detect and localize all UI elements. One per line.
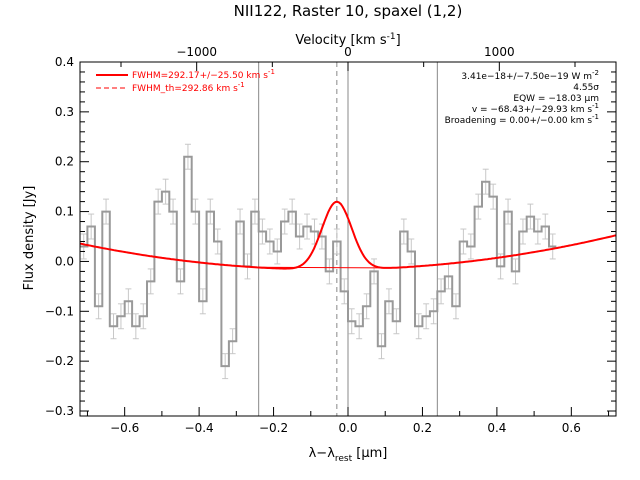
fit-local-continuum-line: [254, 266, 393, 269]
annotation-significance: 4.55σ: [573, 83, 599, 93]
x-tick-label: 0.6: [562, 421, 581, 435]
annotation-velocity: v = −68.43+/−29.93 km s-1: [472, 102, 599, 115]
x-tick-label: −0.6: [110, 421, 139, 435]
top-axis-label: Velocity [km s-1]: [295, 32, 400, 48]
y-tick-label: 0.0: [55, 254, 74, 268]
y-tick-label: 0.4: [55, 55, 74, 69]
annotation-flux: 3.41e−18+/−7.50e−19 W m-2: [461, 69, 599, 82]
x-tick-label: 0.4: [487, 421, 506, 435]
y-tick-label: 0.1: [55, 205, 74, 219]
x-axis-label: λ−λrest [μm]: [309, 446, 388, 464]
legend-entry-fwhm-th: FWHM_th=292.86 km s-1: [132, 81, 245, 94]
annotation-eqw: EQW = −18.03 μm: [513, 94, 599, 104]
y-tick-label: −0.3: [45, 404, 74, 418]
x-tick-label: 0.0: [338, 421, 357, 435]
y-axis-label: Flux density [Jy]: [22, 186, 37, 291]
error-bars: [80, 143, 556, 380]
y-tick-label: −0.1: [45, 304, 74, 318]
legend: FWHM=292.17+/−25.50 km s-1 FWHM_th=292.8…: [96, 68, 275, 94]
x-tick-label: −0.2: [259, 421, 288, 435]
y-tick-label: 0.2: [55, 155, 74, 169]
top-tick-label: 0: [344, 45, 352, 59]
chart-title: NII122, Raster 10, spaxel (1,2): [234, 2, 463, 20]
plot-frame: [79, 61, 617, 417]
y-tick-label: −0.2: [45, 354, 74, 368]
top-tick-label: −1000: [176, 45, 217, 59]
annotation-block: 3.41e−18+/−7.50e−19 W m-2 4.55σ EQW = −1…: [445, 69, 600, 126]
spectrum-series: [80, 155, 557, 368]
spectrum-line: [80, 155, 557, 368]
y-tick-label: 0.3: [55, 105, 74, 119]
x-tick-label: 0.2: [413, 421, 432, 435]
x-tick-label: −0.4: [185, 421, 214, 435]
legend-entry-fwhm: FWHM=292.17+/−25.50 km s-1: [132, 68, 275, 81]
annotation-broadening: Broadening = 0.00+/−0.00 km s-1: [445, 113, 599, 126]
fit-total-line: [79, 200, 617, 270]
reference-lines: [258, 62, 438, 416]
top-tick-label: 1000: [484, 45, 515, 59]
fit-series: [79, 200, 617, 270]
